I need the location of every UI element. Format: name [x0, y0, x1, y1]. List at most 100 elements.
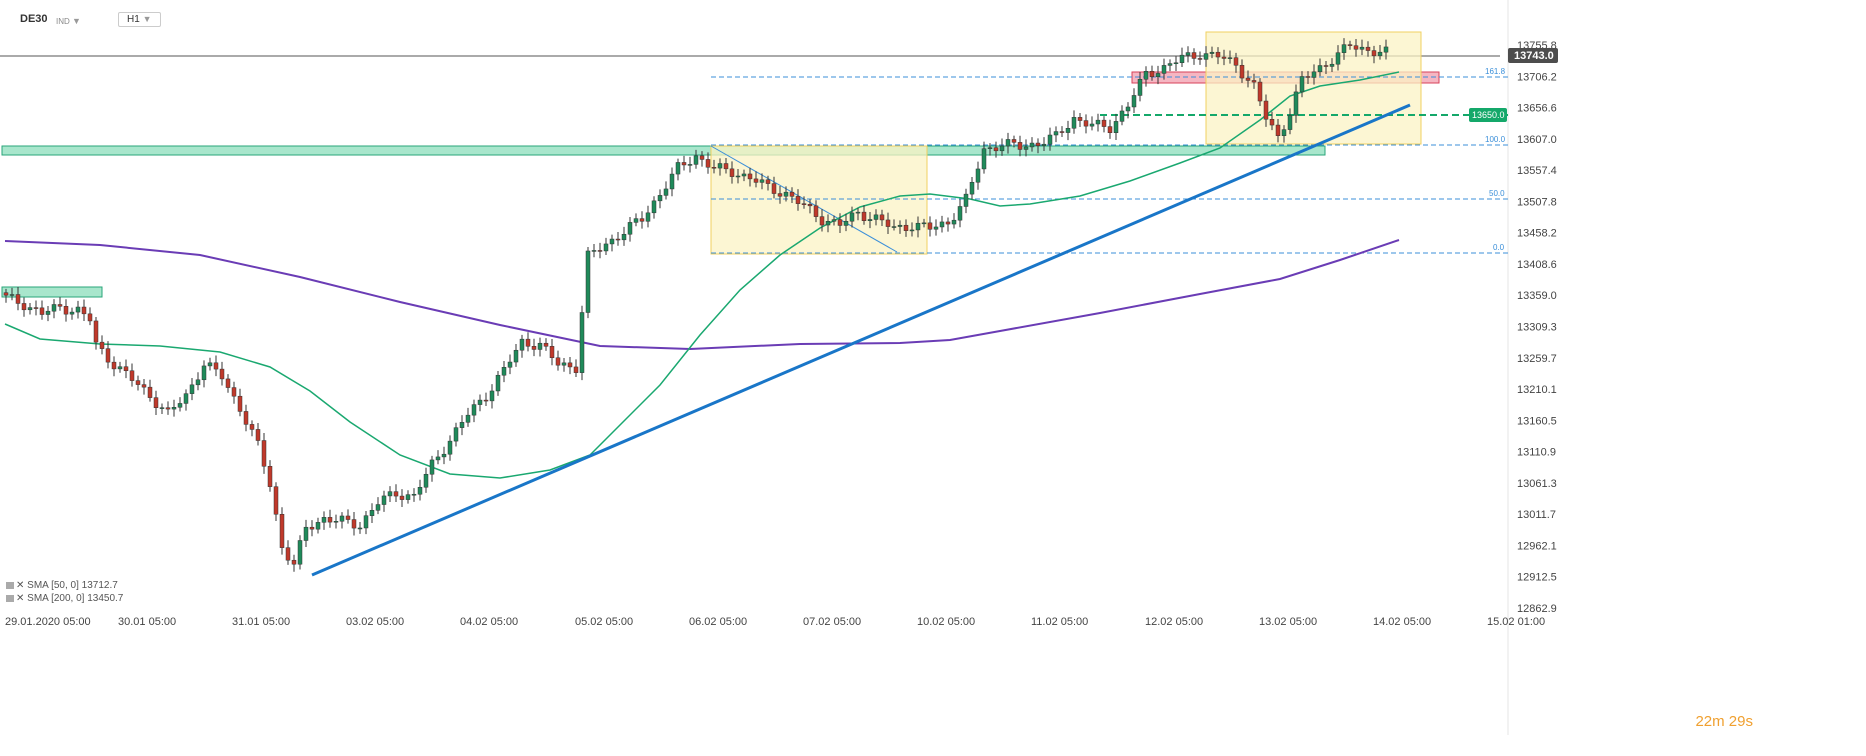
candle-bull — [1143, 70, 1149, 80]
candle-bear — [21, 303, 27, 311]
legend-sma200[interactable]: ✕ SMA [200, 0] 13450.7 — [6, 593, 123, 604]
candle-bull — [195, 379, 201, 386]
candle-bear — [285, 547, 291, 561]
candle-bull — [609, 238, 615, 245]
candle-bear — [1251, 80, 1257, 83]
candle-bull — [477, 399, 483, 405]
candle-bear — [1323, 65, 1329, 67]
fib-label-161: 161.8 — [1485, 67, 1506, 76]
candle-bull — [1005, 139, 1011, 147]
candle-bear — [1365, 46, 1371, 51]
candle-bear — [1011, 139, 1017, 143]
time-tick-label: 06.02 05:00 — [689, 616, 747, 628]
candle-timer: 22m 29s — [1695, 713, 1753, 730]
candle-bull — [1311, 71, 1317, 78]
candle-bear — [567, 362, 573, 368]
candle-bull — [411, 493, 417, 496]
price-tick-label: 13656.6 — [1517, 103, 1557, 115]
candle-bull — [471, 404, 477, 416]
price-tick-label: 13557.4 — [1517, 165, 1557, 177]
candle-bear — [99, 341, 105, 349]
candle-bear — [327, 517, 333, 523]
candle-bull — [507, 361, 513, 368]
candle-bear — [777, 193, 783, 197]
candle-bull — [45, 310, 51, 315]
candle-bull — [1053, 131, 1059, 136]
candle-bear — [483, 399, 489, 402]
candle-bear — [1275, 124, 1281, 136]
chevron-down-icon: ▼ — [142, 14, 152, 24]
sma200-line — [4, 239, 1400, 351]
candle-bear — [765, 179, 771, 184]
candle-bear — [747, 173, 753, 180]
price-tick-label: 13359.0 — [1517, 290, 1557, 302]
candle-bull — [1227, 57, 1233, 59]
candle-bear — [837, 219, 843, 226]
time-tick-label: 07.02 05:00 — [803, 616, 861, 628]
candle-bear — [1035, 142, 1041, 146]
candle-bear — [807, 204, 813, 207]
candle-bull — [1329, 63, 1335, 67]
fib-label-50: 50.0 — [1489, 189, 1505, 198]
time-tick-label: 15.02 01:00 — [1487, 616, 1545, 628]
time-tick-label: 04.02 05:00 — [460, 616, 518, 628]
chevron-down-icon[interactable]: ▼ — [72, 16, 81, 26]
candle-bull — [969, 181, 975, 195]
level-label: 13650.0 — [1472, 110, 1505, 120]
candle-bull — [1125, 106, 1131, 112]
price-tick-label: 12862.9 — [1517, 603, 1557, 615]
candle-bull — [1281, 129, 1287, 136]
candle-bull — [501, 367, 507, 376]
candle-bull — [75, 306, 81, 313]
candle-bear — [147, 386, 153, 398]
candle-bear — [291, 559, 297, 565]
candle-bull — [513, 349, 519, 363]
timeframe-selector[interactable]: H1 ▼ — [118, 12, 161, 27]
candle-bear — [861, 211, 867, 221]
symbol-label[interactable]: DE30 — [20, 13, 48, 25]
candle-bull — [1185, 52, 1191, 56]
candle-bear — [711, 167, 717, 169]
candle-bull — [933, 226, 939, 230]
candle-bear — [1059, 131, 1065, 133]
candle-bull — [855, 211, 861, 214]
candle-bear — [1371, 50, 1377, 57]
candle-bull — [1023, 146, 1029, 150]
candle-bull — [843, 220, 849, 226]
candle-bull — [423, 473, 429, 488]
candle-bull — [1359, 46, 1365, 50]
candle-bull — [1293, 91, 1299, 116]
candle-bear — [39, 307, 45, 315]
candle-bull — [465, 414, 471, 423]
candle-bear — [903, 224, 909, 231]
candle-bull — [633, 218, 639, 223]
candle-bull — [1161, 65, 1167, 74]
candle-bull — [1119, 110, 1125, 122]
candle-bull — [1203, 53, 1209, 60]
candle-bear — [729, 168, 735, 177]
candle-bull — [375, 504, 381, 511]
candle-bear — [309, 526, 315, 530]
candle-bull — [687, 164, 693, 166]
time-tick-label: 12.02 05:00 — [1145, 616, 1203, 628]
candle-bull — [1179, 54, 1185, 64]
candle-bull — [321, 517, 327, 523]
candle-bear — [819, 216, 825, 226]
candle-bull — [363, 515, 369, 529]
candle-bear — [1017, 142, 1023, 150]
candle-bull — [1341, 44, 1347, 53]
candle-bear — [1077, 117, 1083, 121]
candle-bull — [627, 222, 633, 235]
zone-support-left — [1, 286, 103, 298]
time-tick-label: 31.01 05:00 — [232, 616, 290, 628]
candle-bull — [201, 365, 207, 381]
time-tick-label: 13.02 05:00 — [1259, 616, 1317, 628]
candle-bear — [1257, 81, 1263, 102]
legend-sma50[interactable]: ✕ SMA [50, 0] 13712.7 — [6, 580, 118, 591]
candle-bear — [165, 407, 171, 410]
candle-bear — [225, 378, 231, 388]
candle-bull — [849, 212, 855, 222]
candle-bull — [1131, 95, 1137, 108]
candle-bear — [1269, 118, 1275, 126]
